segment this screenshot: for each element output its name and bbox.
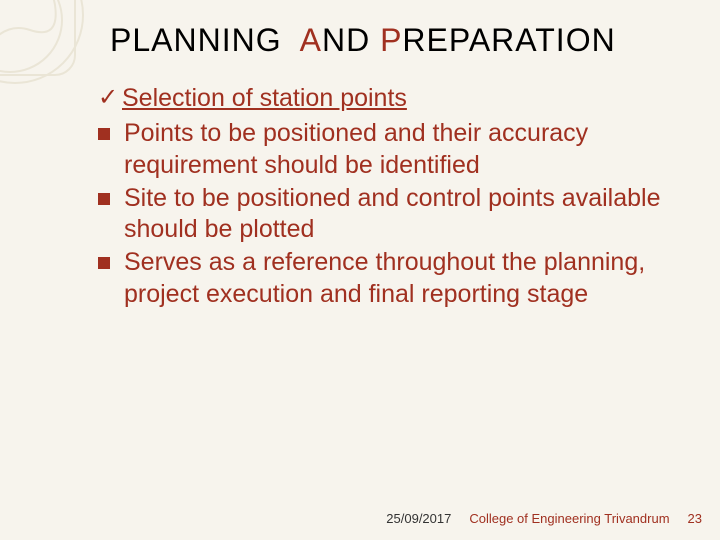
slide-footer: 25/09/2017 College of Engineering Trivan… — [386, 511, 702, 526]
footer-date: 25/09/2017 — [386, 511, 451, 526]
subheading-text: Selection of station points — [122, 83, 407, 114]
slide-title: PLANNING AND PREPARATION — [110, 22, 680, 59]
footer-organization: College of Engineering Trivandrum — [469, 511, 669, 526]
title-word1: PLANNING — [110, 22, 282, 58]
bullet-text: Points to be positioned and their accura… — [124, 118, 670, 181]
bullet-item: Serves as a reference throughout the pla… — [98, 247, 670, 310]
check-icon: ✓ — [98, 83, 122, 113]
square-bullet-icon — [98, 257, 110, 269]
square-bullet-icon — [98, 193, 110, 205]
bullet-text: Serves as a reference throughout the pla… — [124, 247, 670, 310]
bullet-item: Points to be positioned and their accura… — [98, 118, 670, 181]
slide-content: ✓ Selection of station points Points to … — [98, 83, 670, 310]
bullet-text: Site to be positioned and control points… — [124, 183, 670, 246]
title-letter-a: A — [300, 22, 322, 58]
slide: PLANNING AND PREPARATION ✓ Selection of … — [0, 0, 720, 540]
title-letter-p: P — [380, 22, 402, 58]
square-bullet-icon — [98, 128, 110, 140]
bullet-item: Site to be positioned and control points… — [98, 183, 670, 246]
subheading-row: ✓ Selection of station points — [98, 83, 670, 114]
footer-slide-number: 23 — [688, 511, 702, 526]
